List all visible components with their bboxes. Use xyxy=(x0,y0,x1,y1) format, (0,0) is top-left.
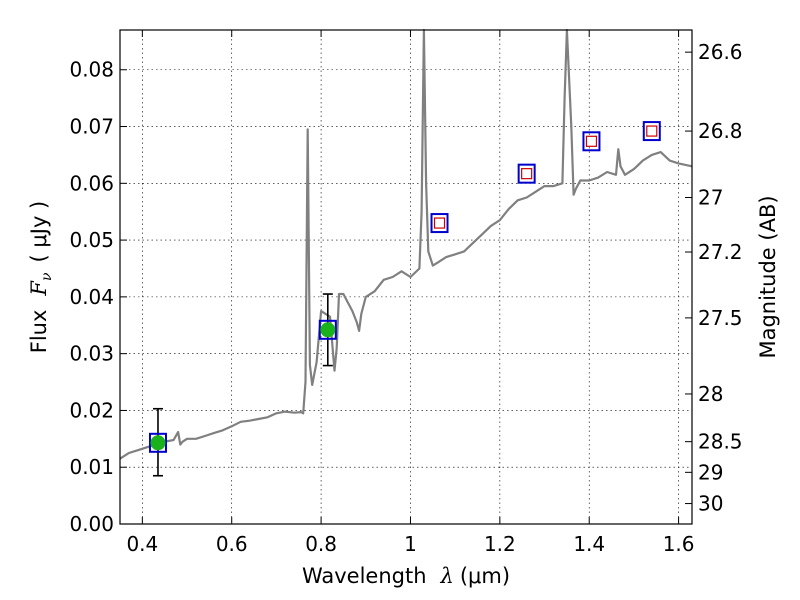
y-tick-label: 0.05 xyxy=(69,228,114,252)
detection-box xyxy=(148,432,167,453)
x-tick-label: 0.4 xyxy=(126,532,158,556)
y2-tick-label: 28.5 xyxy=(698,430,743,454)
y2-tick-label: 26.6 xyxy=(698,40,743,64)
detection-markers xyxy=(148,293,337,477)
y2-tick-label: 26.8 xyxy=(698,119,743,143)
y2-tick-label: 29 xyxy=(698,460,723,484)
y-tick-label: 0.08 xyxy=(69,58,114,82)
y-tick-label: 0.00 xyxy=(69,512,114,536)
y-tick-label: 0.04 xyxy=(69,285,114,309)
plot-area xyxy=(119,28,693,477)
band-flux-marker xyxy=(642,121,661,142)
y2-tick-label: 30 xyxy=(698,492,723,516)
detection-dot xyxy=(150,435,166,451)
model-band-markers xyxy=(430,121,661,234)
y-tick-label: 0.07 xyxy=(69,115,114,139)
detection-box xyxy=(318,319,337,340)
x-tick-label: 1.4 xyxy=(573,532,605,556)
x-axis-label: Wavelength λ (μm) xyxy=(302,564,510,588)
band-flux-marker xyxy=(430,213,449,234)
plot-frame xyxy=(119,29,693,525)
x-axis-ticks: 0.4 0.6 0.8 1 1.2 1.4 1.6 xyxy=(126,30,695,556)
y2-tick-label: 27.5 xyxy=(698,306,743,330)
y-tick-label: 0.02 xyxy=(69,398,114,422)
y2-tick-label: 27.2 xyxy=(698,240,743,264)
band-flux-marker xyxy=(517,163,536,184)
y2-axis-ticks: 26.6 26.8 27 27.2 27.5 28 28.5 29 30 xyxy=(685,40,743,516)
x-tick-label: 0.8 xyxy=(305,532,337,556)
x-tick-label: 0.6 xyxy=(216,532,248,556)
y2-tick-label: 27 xyxy=(698,186,723,210)
band-flux-marker xyxy=(582,131,601,152)
y2-axis-label: Magnitude (AB) xyxy=(756,195,780,358)
y-tick-label: 0.01 xyxy=(69,455,114,479)
grid-lines xyxy=(120,30,692,525)
x-tick-label: 1.6 xyxy=(663,532,695,556)
detection-dot xyxy=(320,322,336,338)
x-tick-label: 1 xyxy=(404,532,417,556)
detection-point xyxy=(148,407,167,477)
detection-point xyxy=(318,293,337,367)
y-tick-label: 0.03 xyxy=(69,342,114,366)
model-spectrum-line xyxy=(119,28,693,460)
y-axis-ticks: 0.00 0.01 0.02 0.03 0.04 0.05 0.06 0.07 0.08 xyxy=(69,58,127,536)
y-tick-label: 0.06 xyxy=(69,171,114,195)
x-tick-label: 1.2 xyxy=(484,532,516,556)
y2-tick-label: 28 xyxy=(698,382,723,406)
y-axis-label: FluxFν( μJy ) xyxy=(27,201,55,353)
